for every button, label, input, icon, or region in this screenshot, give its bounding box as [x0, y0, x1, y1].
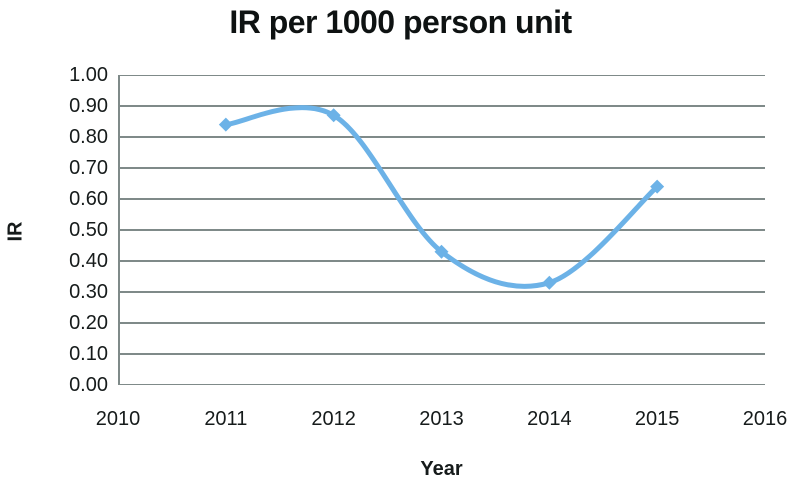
- x-tick-label: 2013: [419, 408, 464, 430]
- x-tick-label: 2012: [311, 408, 356, 430]
- x-tick-label: 2016: [742, 408, 788, 430]
- y-tick-label: 0.20: [69, 312, 108, 334]
- x-tick-label: 2010: [95, 408, 141, 430]
- chart-title: IR per 1000 person unit: [229, 4, 572, 40]
- x-tick-label: 2015: [634, 408, 680, 430]
- data-point-marker: [218, 117, 233, 132]
- data-point-marker: [650, 179, 665, 194]
- data-point-marker: [542, 275, 557, 290]
- y-tick-label: 0.00: [69, 374, 108, 396]
- x-tick-label: 2014: [527, 408, 572, 430]
- y-tick-label: 0.80: [69, 126, 108, 148]
- y-tick-label: 0.60: [69, 188, 108, 210]
- x-axis-title: Year: [420, 458, 463, 480]
- series-line: [223, 105, 660, 289]
- y-tick-label: 0.50: [69, 219, 108, 241]
- data-point-marker: [326, 108, 341, 123]
- y-tick-label: 0.40: [69, 250, 108, 272]
- y-tick-label: 0.70: [69, 157, 108, 179]
- plot-area: [118, 75, 765, 385]
- y-tick-label: 0.30: [69, 281, 108, 303]
- y-tick-label: 0.10: [69, 343, 108, 365]
- y-tick-label: 1.00: [69, 64, 108, 86]
- x-tick-label: 2011: [204, 408, 248, 430]
- data-point-marker: [434, 244, 449, 259]
- y-tick-label: 0.90: [69, 95, 108, 117]
